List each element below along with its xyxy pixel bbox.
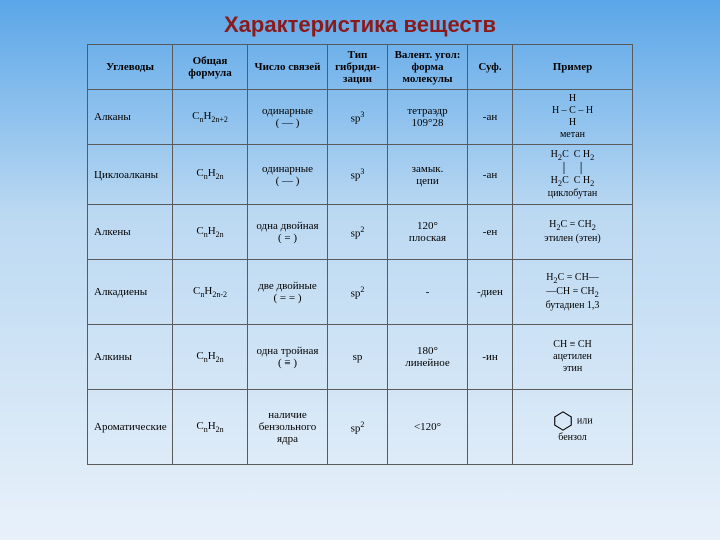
col-header-2: Число связей bbox=[248, 45, 328, 90]
cell-name: Алкадиены bbox=[88, 260, 173, 325]
cell-angle: 180°линейное bbox=[388, 325, 468, 390]
cell-angle: - bbox=[388, 260, 468, 325]
cell-bonds: две двойные( = = ) bbox=[248, 260, 328, 325]
cell-name: Алканы bbox=[88, 90, 173, 145]
cell-suffix: -диен bbox=[468, 260, 513, 325]
cell-angle: замык.цепи bbox=[388, 145, 468, 205]
cell-angle: <120° bbox=[388, 390, 468, 465]
col-header-5: Суф. bbox=[468, 45, 513, 90]
cell-formula: CnH2n bbox=[173, 145, 248, 205]
col-header-0: Углеводы bbox=[88, 45, 173, 90]
cell-suffix bbox=[468, 390, 513, 465]
cell-formula: CnH2n bbox=[173, 325, 248, 390]
cell-angle: 120°плоская bbox=[388, 205, 468, 260]
chem-table-container: УглеводыОбщая формулаЧисло связейТип гиб… bbox=[0, 44, 720, 465]
cell-angle: тетраэдр109°28 bbox=[388, 90, 468, 145]
table-row: АлкиныCnH2nодна тройная( ≡ )sp180°линейн… bbox=[88, 325, 633, 390]
cell-example: HH – C – HHметан bbox=[513, 90, 633, 145]
col-header-3: Тип гибриди-зации bbox=[328, 45, 388, 90]
cell-suffix: -ен bbox=[468, 205, 513, 260]
table-row: АлканыCnH2n+2одинарные( — )sp3тетраэдр10… bbox=[88, 90, 633, 145]
cell-bonds: одинарные( — ) bbox=[248, 90, 328, 145]
cell-name: Алкены bbox=[88, 205, 173, 260]
cell-formula: CnH2n bbox=[173, 205, 248, 260]
table-row: АроматическиеCnH2nналичие бензольного яд… bbox=[88, 390, 633, 465]
cell-example: H2C = CH——CH = CH2бутадиен 1,3 bbox=[513, 260, 633, 325]
cell-name: Циклоалканы bbox=[88, 145, 173, 205]
page-title: Характеристика веществ bbox=[0, 0, 720, 44]
table-row: АлкадиеныCnH2n-2две двойные( = = )sp2--д… bbox=[88, 260, 633, 325]
cell-hybrid: sp2 bbox=[328, 260, 388, 325]
table-row: АлкеныCnH2nодна двойная( = )sp2120°плоск… bbox=[88, 205, 633, 260]
chem-table: УглеводыОбщая формулаЧисло связейТип гиб… bbox=[87, 44, 633, 465]
cell-bonds: одна тройная( ≡ ) bbox=[248, 325, 328, 390]
cell-suffix: -ан bbox=[468, 90, 513, 145]
cell-formula: CnH2n+2 bbox=[173, 90, 248, 145]
cell-bonds: одинарные( — ) bbox=[248, 145, 328, 205]
cell-example: CH ≡ CHацетиленэтин bbox=[513, 325, 633, 390]
cell-hybrid: sp2 bbox=[328, 390, 388, 465]
cell-formula: CnH2n bbox=[173, 390, 248, 465]
cell-name: Ароматические bbox=[88, 390, 173, 465]
cell-formula: CnH2n-2 bbox=[173, 260, 248, 325]
cell-hybrid: sp3 bbox=[328, 145, 388, 205]
cell-example: илибензол bbox=[513, 390, 633, 465]
cell-example: H2C C H2│ │H2C C H2циклобутан bbox=[513, 145, 633, 205]
cell-bonds: одна двойная( = ) bbox=[248, 205, 328, 260]
cell-suffix: -ан bbox=[468, 145, 513, 205]
cell-hybrid: sp3 bbox=[328, 90, 388, 145]
table-row: ЦиклоалканыCnH2nодинарные( — )sp3замык.ц… bbox=[88, 145, 633, 205]
cell-hybrid: sp2 bbox=[328, 205, 388, 260]
cell-example: H2C = CH2этилен (этен) bbox=[513, 205, 633, 260]
col-header-6: Пример bbox=[513, 45, 633, 90]
cell-bonds: наличие бензольного ядра bbox=[248, 390, 328, 465]
cell-hybrid: sp bbox=[328, 325, 388, 390]
cell-suffix: -ин bbox=[468, 325, 513, 390]
col-header-1: Общая формула bbox=[173, 45, 248, 90]
col-header-4: Валент. угол: форма молекулы bbox=[388, 45, 468, 90]
cell-name: Алкины bbox=[88, 325, 173, 390]
